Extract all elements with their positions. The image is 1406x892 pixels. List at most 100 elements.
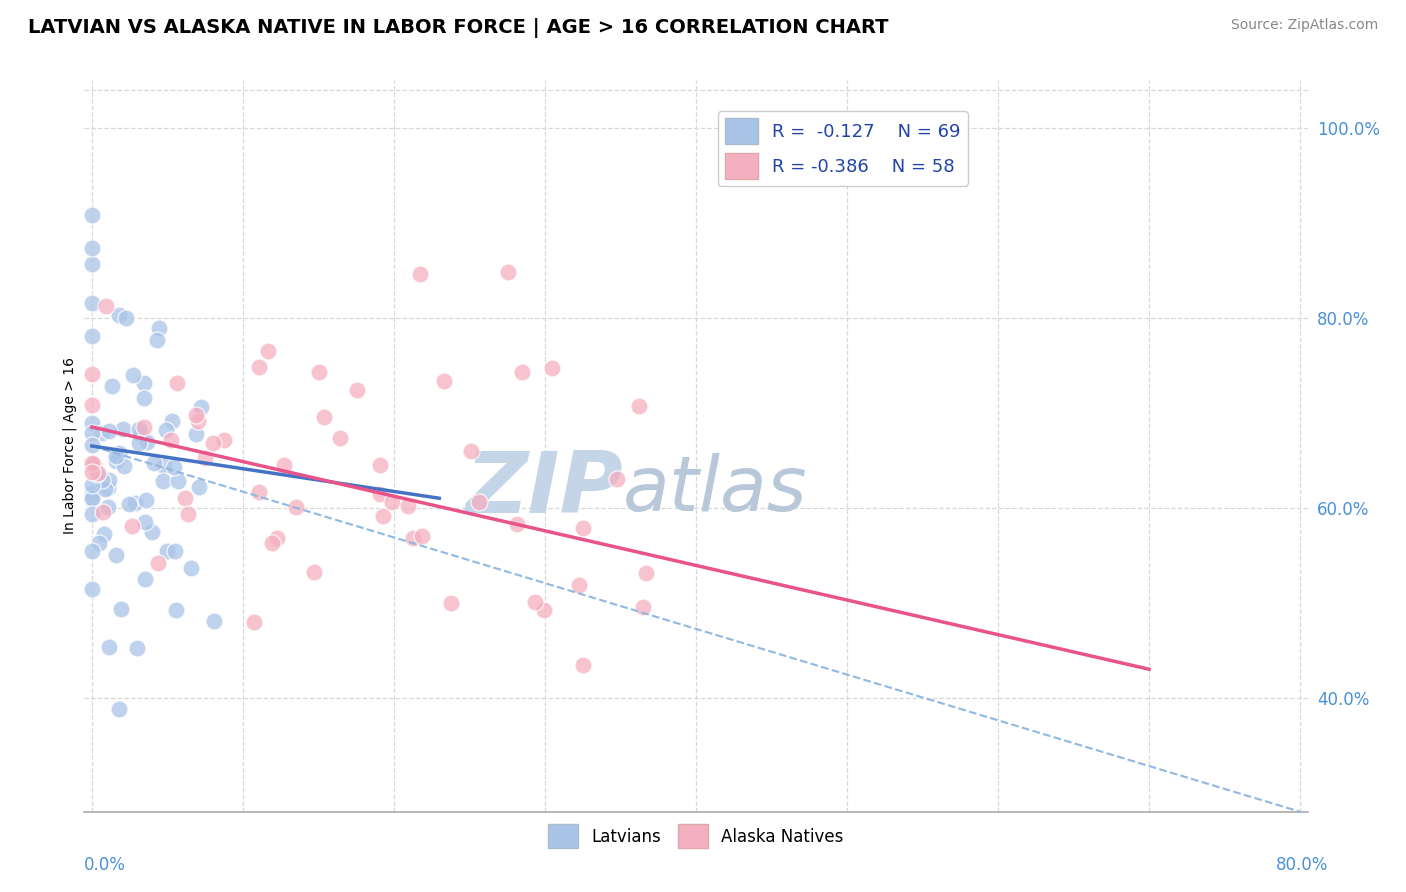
Point: [96, 299, 118, 313]
Point: [80, 582, 103, 596]
Point: [184, 427, 207, 442]
Point: [165, 602, 187, 616]
Point: [135, 434, 157, 449]
Point: [83, 457, 105, 471]
Point: [80, 458, 103, 473]
Text: atlas: atlas: [623, 453, 807, 527]
Point: [97, 424, 120, 438]
Point: [180, 561, 202, 575]
Point: [80, 329, 103, 343]
Point: [93, 527, 115, 541]
Point: [91, 426, 114, 441]
Point: [91, 473, 114, 487]
Point: [346, 383, 368, 397]
Point: [160, 414, 183, 428]
Point: [266, 531, 288, 545]
Point: [440, 596, 463, 610]
Point: [568, 578, 591, 592]
Point: [134, 391, 156, 405]
Point: [177, 507, 200, 521]
Point: [572, 521, 595, 535]
Point: [152, 474, 174, 488]
Point: [166, 376, 188, 390]
Point: [148, 556, 170, 570]
Point: [115, 311, 138, 326]
Point: [510, 365, 533, 379]
Point: [105, 449, 128, 463]
Point: [91, 505, 114, 519]
Point: [121, 518, 143, 533]
Point: [80, 257, 103, 271]
Point: [80, 456, 103, 470]
Point: [194, 451, 217, 466]
Point: [108, 702, 131, 716]
Point: [166, 474, 188, 488]
Point: [87, 466, 110, 480]
Point: [468, 495, 491, 509]
Point: [80, 507, 103, 521]
Point: [202, 614, 225, 628]
Point: [572, 657, 595, 672]
Point: [80, 208, 103, 222]
Point: [143, 456, 166, 470]
Point: [409, 268, 432, 282]
Point: [80, 477, 103, 491]
Point: [184, 408, 207, 422]
Point: [368, 458, 391, 472]
Point: [80, 493, 103, 508]
Point: [285, 500, 308, 515]
Point: [127, 640, 149, 655]
Point: [156, 543, 179, 558]
Point: [128, 422, 150, 436]
Point: [396, 499, 419, 513]
Point: [87, 535, 110, 549]
Point: [212, 433, 235, 447]
Point: [80, 295, 103, 310]
Point: [80, 242, 103, 256]
Point: [173, 491, 195, 505]
Point: [80, 367, 103, 381]
Point: [97, 640, 120, 654]
Point: [247, 360, 270, 375]
Point: [134, 516, 156, 530]
Point: [101, 379, 124, 393]
Point: [155, 423, 177, 437]
Point: [105, 454, 128, 468]
Point: [433, 374, 456, 388]
Point: [312, 409, 335, 424]
Point: [163, 460, 186, 475]
Point: [201, 436, 224, 450]
Point: [135, 492, 157, 507]
Point: [121, 368, 143, 382]
Point: [80, 398, 103, 412]
Point: [636, 566, 658, 581]
Point: [146, 333, 169, 347]
Point: [260, 536, 283, 550]
Point: [273, 458, 295, 472]
Text: 0.0%: 0.0%: [84, 855, 127, 873]
Point: [80, 416, 103, 430]
Point: [153, 458, 176, 473]
Text: ZIP: ZIP: [465, 449, 623, 532]
Point: [247, 484, 270, 499]
Point: [94, 483, 117, 497]
Point: [242, 615, 264, 629]
Text: Source: ZipAtlas.com: Source: ZipAtlas.com: [1230, 18, 1378, 32]
Point: [302, 565, 325, 579]
Point: [108, 446, 131, 460]
Point: [606, 472, 628, 486]
Point: [165, 544, 187, 558]
Point: [190, 400, 212, 414]
Point: [80, 465, 103, 479]
Point: [187, 414, 209, 428]
Point: [460, 444, 482, 458]
Point: [134, 419, 156, 434]
Point: [411, 529, 433, 543]
Point: [108, 308, 131, 322]
Point: [257, 343, 280, 358]
Legend: Latvians, Alaska Natives: Latvians, Alaska Natives: [541, 818, 851, 855]
Point: [80, 438, 103, 452]
Point: [148, 321, 170, 335]
Point: [86, 467, 108, 482]
Point: [541, 361, 564, 376]
